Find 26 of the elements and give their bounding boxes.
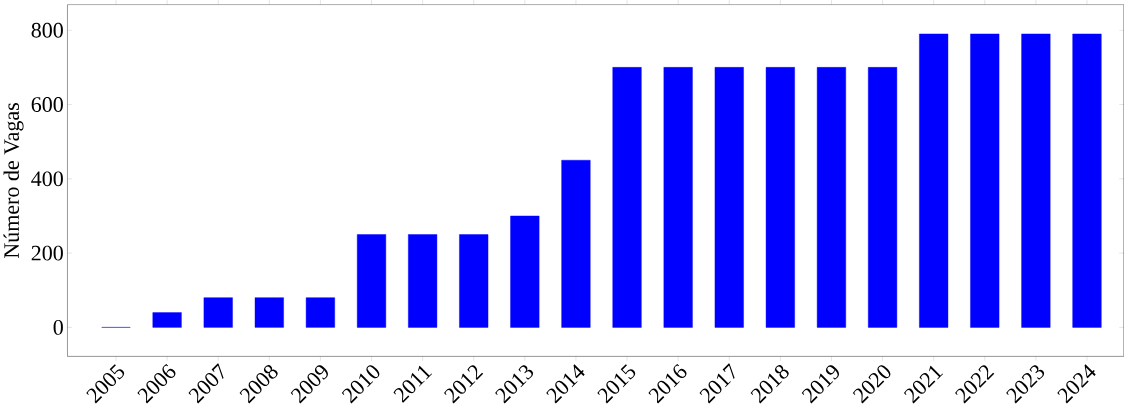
bar: [357, 234, 387, 328]
bar: [459, 234, 489, 328]
y-tick-label: 600: [31, 97, 63, 113]
bar: [510, 215, 540, 328]
bar: [1072, 33, 1102, 328]
y-tick-label: 200: [31, 245, 63, 261]
bar: [765, 67, 795, 328]
bar: [612, 67, 642, 328]
bar: [254, 297, 284, 328]
bar: [868, 67, 898, 328]
bar: [152, 312, 182, 328]
bar: [714, 67, 744, 328]
bar: [970, 33, 1000, 328]
bar: [1021, 33, 1051, 328]
bar: [408, 234, 438, 328]
x-tick-label: 2011: [393, 365, 433, 403]
y-tick-label: 800: [31, 22, 63, 38]
y-tick-label: 0: [53, 320, 63, 335]
bar: [561, 160, 591, 328]
bar: [816, 67, 846, 328]
y-tick-label: 400: [31, 171, 63, 187]
bar: [663, 67, 693, 328]
bar: [203, 297, 233, 328]
y-axis-title: Número de Vagas: [3, 103, 24, 259]
bar: [919, 33, 949, 328]
bar: [305, 297, 335, 328]
